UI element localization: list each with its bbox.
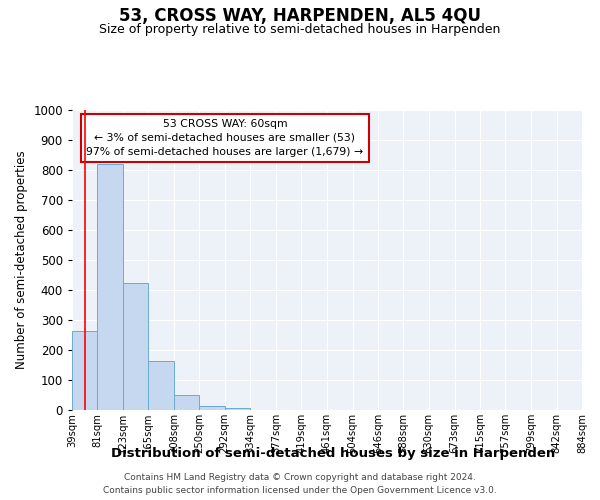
- Text: Distribution of semi-detached houses by size in Harpenden: Distribution of semi-detached houses by …: [111, 448, 555, 460]
- Bar: [199, 406, 224, 410]
- Bar: [174, 395, 199, 410]
- Bar: [224, 408, 250, 410]
- Text: Contains public sector information licensed under the Open Government Licence v3: Contains public sector information licen…: [103, 486, 497, 495]
- Text: 53 CROSS WAY: 60sqm
← 3% of semi-detached houses are smaller (53)
97% of semi-de: 53 CROSS WAY: 60sqm ← 3% of semi-detache…: [86, 119, 364, 157]
- Bar: [97, 164, 122, 410]
- Bar: [148, 360, 174, 410]
- Text: Size of property relative to semi-detached houses in Harpenden: Size of property relative to semi-detach…: [100, 22, 500, 36]
- Text: 53, CROSS WAY, HARPENDEN, AL5 4QU: 53, CROSS WAY, HARPENDEN, AL5 4QU: [119, 8, 481, 26]
- Y-axis label: Number of semi-detached properties: Number of semi-detached properties: [15, 150, 28, 370]
- Text: Contains HM Land Registry data © Crown copyright and database right 2024.: Contains HM Land Registry data © Crown c…: [124, 472, 476, 482]
- Bar: [122, 282, 148, 410]
- Bar: [72, 330, 97, 410]
